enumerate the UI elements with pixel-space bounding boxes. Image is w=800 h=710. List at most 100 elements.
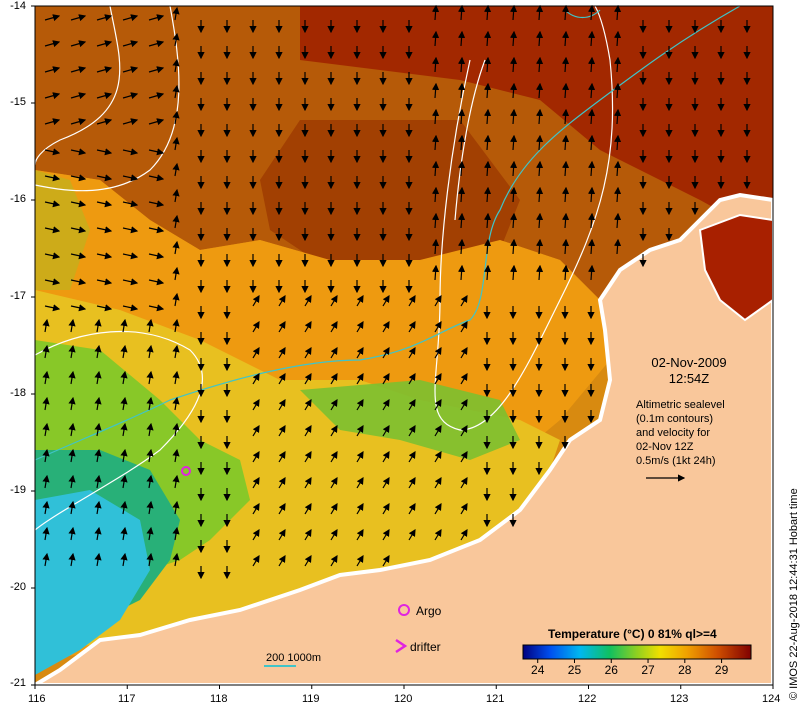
velocity-arrow <box>42 500 50 515</box>
velocity-arrow <box>146 422 154 437</box>
velocity-arrow <box>356 294 364 307</box>
velocity-arrow <box>278 476 286 489</box>
velocity-arrow <box>122 118 139 126</box>
velocity-arrow <box>382 476 390 489</box>
velocity-arrow <box>146 318 154 333</box>
velocity-arrow <box>434 346 442 359</box>
velocity-arrow <box>457 160 466 177</box>
colorbar-ticks: 24 25 26 27 28 29 <box>531 659 729 677</box>
velocity-arrow <box>535 212 544 229</box>
velocity-arrow <box>330 294 338 307</box>
velocity-arrow <box>509 238 518 255</box>
velocity-arrow <box>434 502 442 515</box>
velocity-arrow <box>252 346 260 359</box>
velocity-arrow <box>382 346 390 359</box>
argo-legend-label: Argo <box>416 604 442 618</box>
velocity-arrow <box>120 422 128 437</box>
velocity-arrow <box>304 528 312 541</box>
velocity-arrow <box>460 398 468 411</box>
velocity-arrow <box>148 278 165 286</box>
velocity-arrow <box>330 320 338 333</box>
velocity-arrow <box>44 226 61 234</box>
velocity-arrow <box>172 214 180 229</box>
time-label: 12:54Z <box>668 371 710 386</box>
lat-label: -19 <box>10 484 26 496</box>
velocity-arrow <box>148 66 165 74</box>
velocity-arrow <box>252 294 260 307</box>
velocity-arrow <box>408 424 416 437</box>
velocity-arrow <box>535 4 544 21</box>
velocity-arrow <box>278 398 286 411</box>
velocity-arrow <box>146 396 154 411</box>
velocity-arrow <box>431 108 440 125</box>
velocity-arrow <box>122 14 139 22</box>
velocity-arrow <box>96 278 113 286</box>
velocity-arrow <box>68 422 76 437</box>
velocity-arrow <box>172 240 180 255</box>
velocity-arrow <box>148 252 165 260</box>
info-line: 0.5m/s (1kt 24h) <box>636 455 716 467</box>
velocity-arrow <box>356 398 364 411</box>
velocity-arrow <box>613 160 622 177</box>
velocity-arrow <box>146 500 154 515</box>
lon-label: 120 <box>394 693 413 705</box>
lon-label: 124 <box>762 693 781 705</box>
velocity-arrow <box>509 212 518 229</box>
velocity-arrow <box>535 30 544 47</box>
lat-label: -20 <box>10 581 26 593</box>
lon-label: 116 <box>28 693 46 705</box>
lon-label: 121 <box>486 693 505 705</box>
velocity-arrow <box>146 370 154 385</box>
velocity-arrow <box>382 372 390 385</box>
colorbar-tick-label: 25 <box>568 663 582 677</box>
velocity-arrow <box>96 40 113 48</box>
velocity-arrow <box>613 212 622 229</box>
velocity-arrow <box>509 4 518 21</box>
velocity-arrow <box>561 212 570 229</box>
velocity-arrow <box>70 278 87 286</box>
velocity-arrow <box>68 396 76 411</box>
velocity-arrow <box>94 318 102 333</box>
velocity-arrow <box>252 424 260 437</box>
lat-label: -16 <box>10 193 26 205</box>
velocity-arrow <box>457 108 466 125</box>
velocity-arrow <box>330 398 338 411</box>
velocity-arrow <box>509 82 518 99</box>
velocity-arrow <box>535 264 544 281</box>
velocity-arrow <box>70 66 87 74</box>
info-line: (0.1m contours) <box>636 413 714 425</box>
velocity-arrow <box>172 552 180 567</box>
velocity-arrow <box>483 4 492 21</box>
velocity-arrow <box>148 148 165 156</box>
velocity-arrow <box>535 186 544 203</box>
velocity-arrow <box>42 422 50 437</box>
velocity-arrow <box>431 186 440 203</box>
velocity-arrow <box>70 40 87 48</box>
velocity-arrow <box>122 200 139 208</box>
velocity-arrow <box>431 264 440 281</box>
velocity-arrow <box>434 320 442 333</box>
velocity-arrow <box>278 294 286 307</box>
velocity-arrow <box>42 448 50 463</box>
velocity-arrow <box>408 320 416 333</box>
velocity-arrow <box>356 528 364 541</box>
velocity-arrow <box>42 552 50 567</box>
lon-label: 122 <box>578 693 597 705</box>
velocity-arrow <box>304 372 312 385</box>
colorbar-tick-label: 29 <box>715 663 729 677</box>
velocity-arrow <box>587 264 596 281</box>
velocity-arrow <box>120 344 128 359</box>
drifter-legend-label: drifter <box>410 640 441 654</box>
velocity-arrow <box>44 66 61 74</box>
velocity-arrow <box>304 398 312 411</box>
green-west-cloud <box>35 170 90 290</box>
velocity-arrow <box>68 500 76 515</box>
velocity-arrow <box>535 160 544 177</box>
velocity-arrow <box>356 450 364 463</box>
velocity-arrow <box>122 252 139 260</box>
velocity-arrow <box>483 82 492 99</box>
velocity-arrow <box>252 554 260 567</box>
velocity-arrow <box>330 476 338 489</box>
velocity-arrow <box>70 148 87 156</box>
velocity-arrow <box>42 396 50 411</box>
